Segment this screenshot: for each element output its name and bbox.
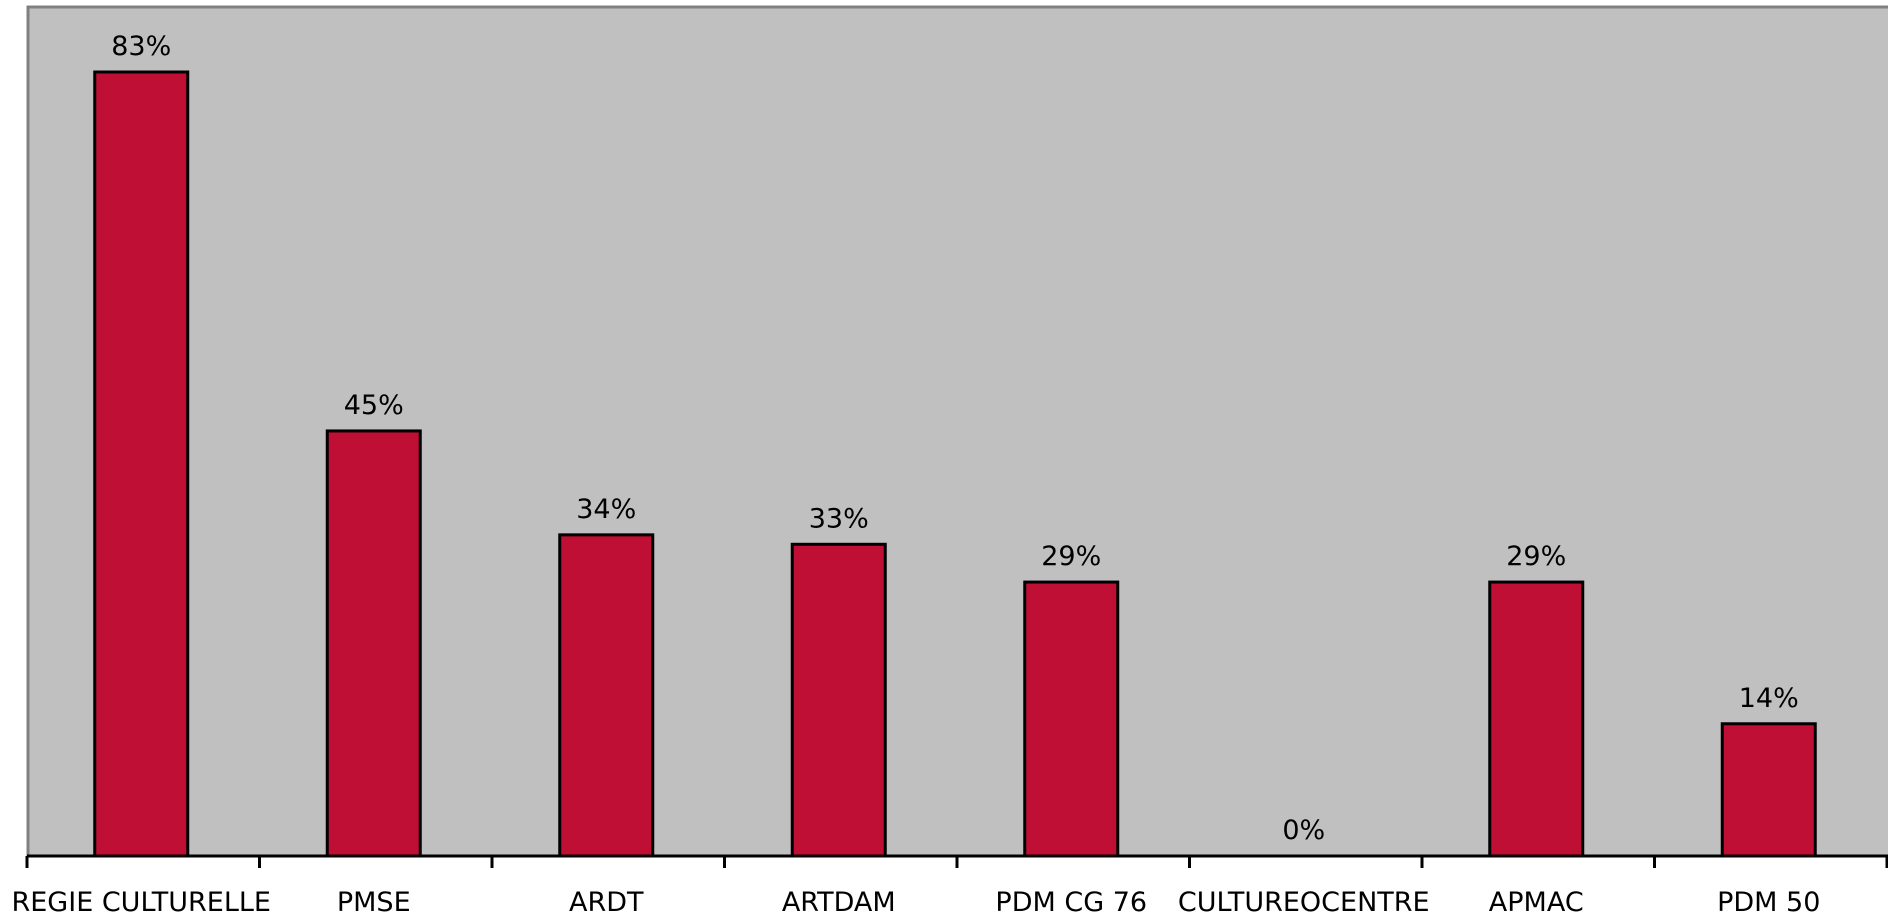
value-label: 29% [1041, 541, 1101, 572]
category-label: PDM 50 [1717, 887, 1820, 918]
category-label: ARTDAM [782, 887, 896, 918]
category-label-group: REGIE CULTURELLE PMSE ARDT ARTDAM PDM CG 76 C… [11, 887, 1820, 918]
bar [1488, 580, 1585, 858]
bar [93, 70, 190, 858]
value-label-group: 83% 45% 34% 33% 29% 0% 29% 14% [111, 31, 1799, 846]
bar [1720, 722, 1817, 858]
bar [325, 429, 422, 858]
category-label: CULTUREOCENTRE [1178, 887, 1430, 918]
value-label: 83% [111, 31, 171, 62]
category-label: ARDT [569, 887, 644, 918]
value-label: 0% [1282, 815, 1325, 846]
value-label: 14% [1739, 683, 1799, 714]
category-label: PDM CG 76 [995, 887, 1147, 918]
bar [1023, 580, 1120, 858]
category-label: APMAC [1489, 887, 1584, 918]
category-label: PMSE [337, 887, 411, 918]
value-label: 33% [809, 503, 869, 534]
value-label: 34% [576, 494, 636, 525]
bar [790, 542, 887, 858]
plot-area [26, 5, 1888, 858]
value-label: 45% [344, 390, 404, 421]
bar-group [93, 70, 1817, 858]
category-label: REGIE CULTURELLE [11, 887, 271, 918]
x-axis-ticks [25, 856, 1888, 868]
value-label: 29% [1506, 541, 1566, 572]
bar [558, 533, 655, 858]
